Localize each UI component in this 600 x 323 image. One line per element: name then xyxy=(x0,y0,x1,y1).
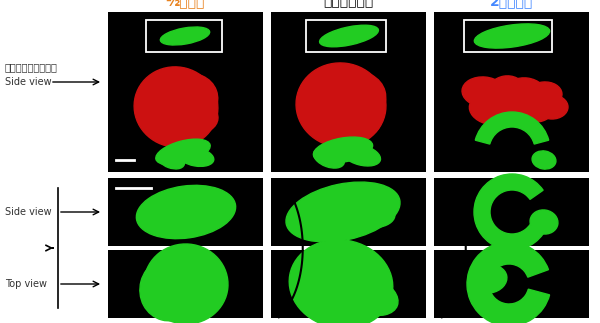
Ellipse shape xyxy=(296,63,386,147)
Ellipse shape xyxy=(304,80,352,120)
Text: Top view: Top view xyxy=(5,279,47,289)
Ellipse shape xyxy=(344,276,398,316)
Ellipse shape xyxy=(178,101,218,133)
Ellipse shape xyxy=(506,78,546,106)
Bar xyxy=(108,250,263,318)
Ellipse shape xyxy=(136,185,236,239)
Text: Side view: Side view xyxy=(5,77,52,87)
Ellipse shape xyxy=(350,188,392,220)
Ellipse shape xyxy=(313,137,373,163)
Ellipse shape xyxy=(526,82,562,108)
Bar xyxy=(271,178,426,246)
Ellipse shape xyxy=(337,102,381,138)
Ellipse shape xyxy=(140,257,200,321)
Bar xyxy=(434,12,589,172)
Wedge shape xyxy=(467,242,550,323)
Wedge shape xyxy=(474,174,543,250)
Bar xyxy=(271,250,426,318)
Ellipse shape xyxy=(516,98,552,122)
Text: Side view: Side view xyxy=(5,207,52,217)
Bar xyxy=(108,178,263,246)
Bar xyxy=(108,12,263,172)
Ellipse shape xyxy=(134,67,218,147)
Text: 減数分裂中期紡録体: 減数分裂中期紡録体 xyxy=(5,62,58,72)
Ellipse shape xyxy=(462,77,506,107)
Ellipse shape xyxy=(475,24,550,48)
Ellipse shape xyxy=(314,148,344,168)
Bar xyxy=(306,20,386,52)
Bar xyxy=(434,178,589,246)
Ellipse shape xyxy=(471,265,507,293)
Bar xyxy=(464,20,552,52)
Ellipse shape xyxy=(341,144,380,166)
Ellipse shape xyxy=(144,244,228,323)
Ellipse shape xyxy=(160,27,209,45)
Ellipse shape xyxy=(336,252,376,280)
Ellipse shape xyxy=(178,148,214,166)
Text: コントロール: コントロール xyxy=(323,0,374,8)
Ellipse shape xyxy=(320,25,379,47)
Bar xyxy=(146,20,222,52)
Ellipse shape xyxy=(532,151,556,169)
Ellipse shape xyxy=(530,210,558,234)
Ellipse shape xyxy=(141,79,185,115)
Ellipse shape xyxy=(488,76,524,104)
Bar xyxy=(434,250,589,318)
Text: ½細胞質: ½細胞質 xyxy=(166,0,205,8)
Ellipse shape xyxy=(156,139,210,165)
Ellipse shape xyxy=(289,240,393,323)
Ellipse shape xyxy=(326,72,386,126)
Ellipse shape xyxy=(536,95,568,119)
Wedge shape xyxy=(475,112,549,144)
Text: 2倍細胞質: 2倍細胞質 xyxy=(490,0,533,8)
Ellipse shape xyxy=(363,207,395,227)
Bar xyxy=(271,12,426,172)
Ellipse shape xyxy=(494,96,530,122)
Ellipse shape xyxy=(286,182,400,242)
Ellipse shape xyxy=(162,74,218,126)
Ellipse shape xyxy=(158,151,184,169)
Ellipse shape xyxy=(469,96,509,124)
